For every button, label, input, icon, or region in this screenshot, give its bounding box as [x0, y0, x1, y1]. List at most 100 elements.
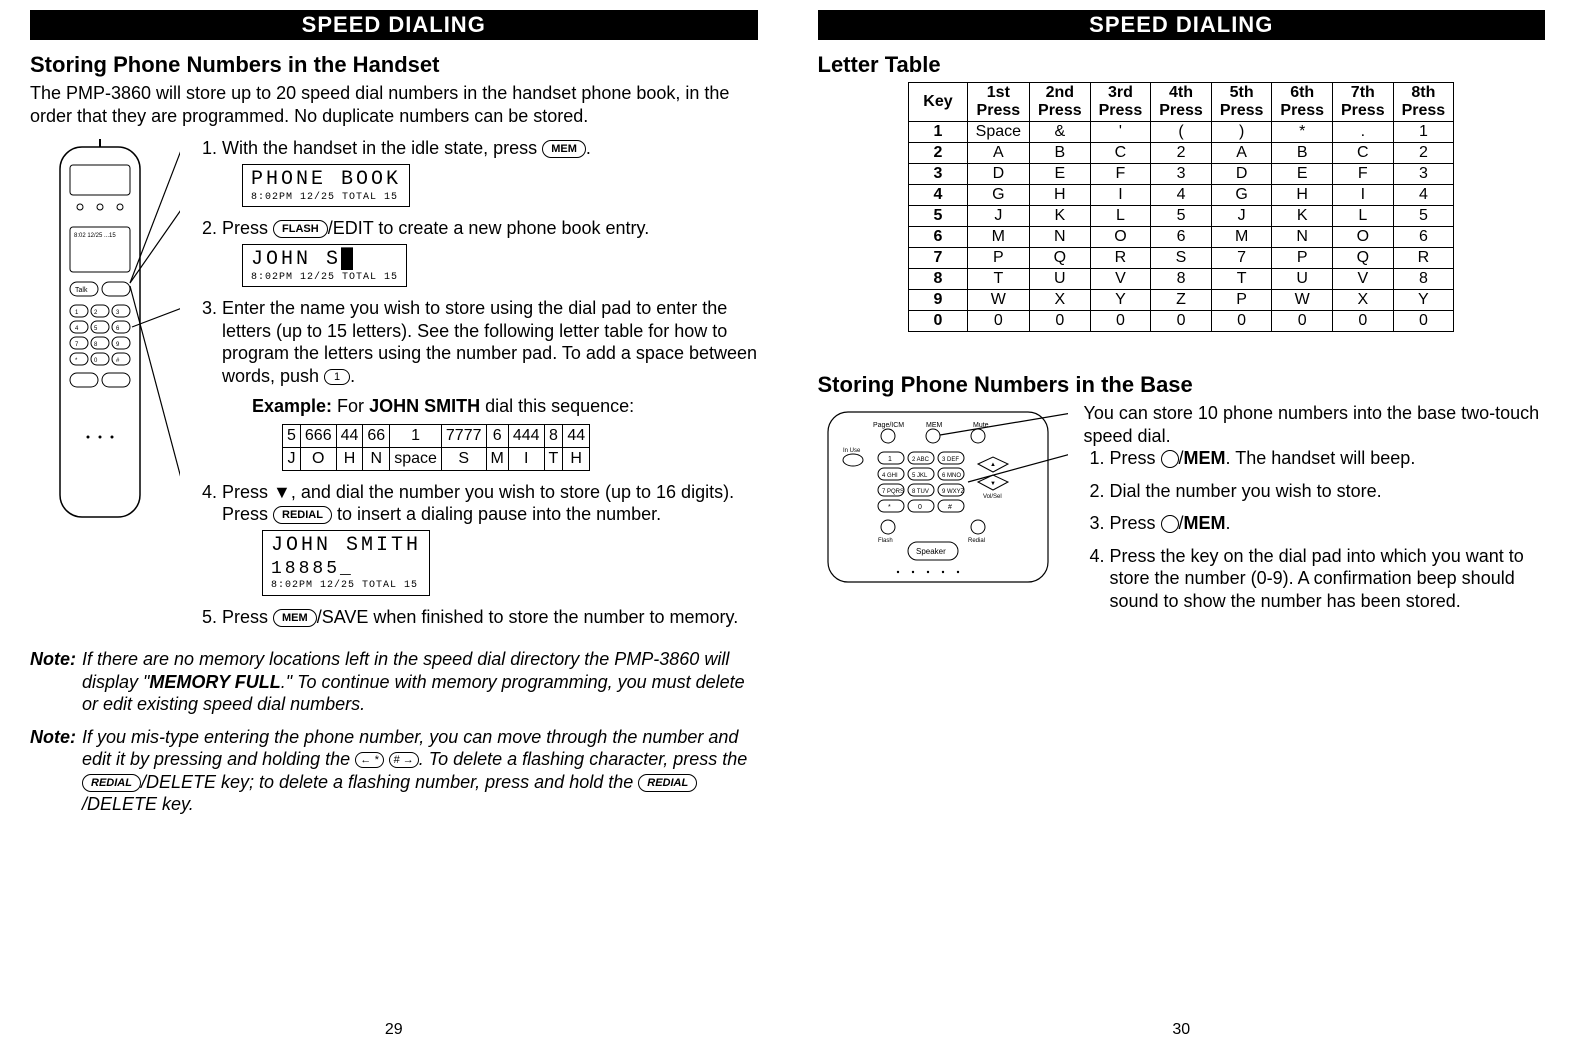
letter-table-cell: K: [1272, 206, 1333, 227]
step-4: Press ▼, and dial the number you wish to…: [222, 481, 758, 596]
svg-text:0: 0: [918, 504, 922, 511]
svg-text:4 GHI: 4 GHI: [882, 473, 898, 479]
example-cell: 66: [363, 424, 390, 447]
letter-table-cell: S: [1151, 248, 1212, 269]
letter-table-cell: O: [1090, 227, 1151, 248]
letter-table-cell: 8: [1393, 269, 1454, 290]
example-cell: H: [336, 447, 363, 470]
letter-table-cell: 2: [1151, 143, 1212, 164]
letter-table-cell: 8: [909, 269, 967, 290]
example-sequence-table: 56664466177776444844JOHNspaceSMITH: [282, 424, 590, 471]
svg-text:5 JKL: 5 JKL: [912, 473, 928, 479]
step-1: With the handset in the idle state, pres…: [222, 137, 758, 207]
letter-table-cell: 0: [1030, 311, 1091, 332]
letter-table-cell: O: [1333, 227, 1394, 248]
letter-table-cell: R: [1090, 248, 1151, 269]
letter-table-cell: (: [1151, 122, 1212, 143]
letter-table-title: Letter Table: [818, 52, 1546, 78]
letter-table-cell: Q: [1030, 248, 1091, 269]
svg-text:8 TUV: 8 TUV: [912, 489, 929, 495]
letter-table-cell: W: [1272, 290, 1333, 311]
letter-table-cell: 5: [1151, 206, 1212, 227]
letter-table: Key1stPress2ndPress3rdPress4thPress5thPr…: [908, 82, 1454, 332]
one-button-icon: 1: [324, 369, 350, 385]
handset-illustration: 8:02 12/25 ...15 Talk: [30, 137, 180, 547]
mem-button-icon: MEM: [542, 140, 586, 158]
mem-button-icon-2: MEM: [273, 609, 317, 627]
letter-table-cell: N: [1272, 227, 1333, 248]
letter-table-cell: C: [1333, 143, 1394, 164]
letter-table-cell: H: [1030, 185, 1091, 206]
letter-table-cell: 0: [1151, 311, 1212, 332]
letter-table-cell: H: [1272, 185, 1333, 206]
letter-table-header: Key: [909, 83, 967, 122]
letter-table-cell: B: [1272, 143, 1333, 164]
letter-table-cell: 0: [1393, 311, 1454, 332]
base-illustration: Page/ICM MEM Mute In Use 1 2 ABC 3 DEF 4…: [818, 402, 1068, 622]
example-cell: M: [486, 447, 508, 470]
letter-table-cell: I: [1333, 185, 1394, 206]
banner-left: SPEED DIALING: [30, 10, 758, 40]
letter-table-cell: T: [967, 269, 1029, 290]
example-cell: I: [508, 447, 544, 470]
letter-table-cell: J: [967, 206, 1029, 227]
letter-table-cell: D: [1211, 164, 1272, 185]
letter-table-header: 6thPress: [1272, 83, 1333, 122]
letter-table-cell: V: [1090, 269, 1151, 290]
letter-table-cell: R: [1393, 248, 1454, 269]
example-cell: H: [563, 447, 590, 470]
letter-table-header: 2ndPress: [1030, 83, 1091, 122]
letter-table-cell: &: [1030, 122, 1091, 143]
example-cell: T: [544, 447, 563, 470]
example-label: Example:: [252, 396, 332, 416]
base-step-4: Press the key on the dial pad into which…: [1110, 545, 1546, 613]
letter-table-header: 5thPress: [1211, 83, 1272, 122]
example-cell: 1: [390, 424, 442, 447]
letter-table-cell: A: [967, 143, 1029, 164]
example-cell: 444: [508, 424, 544, 447]
svg-text:In Use: In Use: [843, 448, 861, 454]
letter-table-cell: Space: [967, 122, 1029, 143]
letter-table-cell: 0: [1211, 311, 1272, 332]
letter-table-cell: T: [1211, 269, 1272, 290]
example-cell: N: [363, 447, 390, 470]
letter-table-cell: 8: [1151, 269, 1212, 290]
base-title: Storing Phone Numbers in the Base: [818, 372, 1546, 398]
letter-table-cell: F: [1333, 164, 1394, 185]
letter-table-cell: V: [1333, 269, 1394, 290]
letter-table-cell: B: [1030, 143, 1091, 164]
letter-table-cell: 0: [1090, 311, 1151, 332]
letter-table-cell: X: [1030, 290, 1091, 311]
page-number-right: 30: [818, 1021, 1546, 1039]
example-cell: 5: [283, 424, 301, 447]
svg-text:9 WXYZ: 9 WXYZ: [942, 489, 965, 495]
letter-table-cell: L: [1090, 206, 1151, 227]
example-cell: 44: [563, 424, 590, 447]
svg-text:Speaker: Speaker: [916, 547, 946, 556]
letter-table-cell: 1: [1393, 122, 1454, 143]
svg-text:3 DEF: 3 DEF: [942, 457, 959, 463]
letter-table-cell: N: [1030, 227, 1091, 248]
step-3: Enter the name you wish to store using t…: [222, 297, 758, 471]
note-2: Note: If you mis-type entering the phone…: [30, 726, 758, 816]
letter-table-cell: 3: [1151, 164, 1212, 185]
left-page: SPEED DIALING Storing Phone Numbers in t…: [0, 0, 788, 1045]
redial-button-icon: REDIAL: [273, 506, 332, 524]
letter-table-cell: K: [1030, 206, 1091, 227]
letter-table-cell: 6: [909, 227, 967, 248]
lcd-display-3: JOHN SMITH 18885_ 8:02PM 12/25 TOTAL 15: [262, 530, 430, 596]
letter-table-cell: 0: [967, 311, 1029, 332]
redial-button-icon-3: REDIAL: [638, 774, 697, 792]
letter-table-cell: J: [1211, 206, 1272, 227]
svg-text:*: *: [888, 504, 891, 511]
svg-text:Vol/Sel: Vol/Sel: [983, 494, 1002, 500]
letter-table-cell: 3: [1393, 164, 1454, 185]
letter-table-cell: Q: [1333, 248, 1394, 269]
lcd-display-1: PHONE BOOK 8:02PM 12/25 TOTAL 15: [242, 164, 410, 208]
letter-table-cell: F: [1090, 164, 1151, 185]
svg-text:Flash: Flash: [878, 538, 893, 544]
letter-table-cell: 3: [909, 164, 967, 185]
letter-table-cell: P: [1272, 248, 1333, 269]
letter-table-cell: E: [1030, 164, 1091, 185]
letter-table-cell: 9: [909, 290, 967, 311]
